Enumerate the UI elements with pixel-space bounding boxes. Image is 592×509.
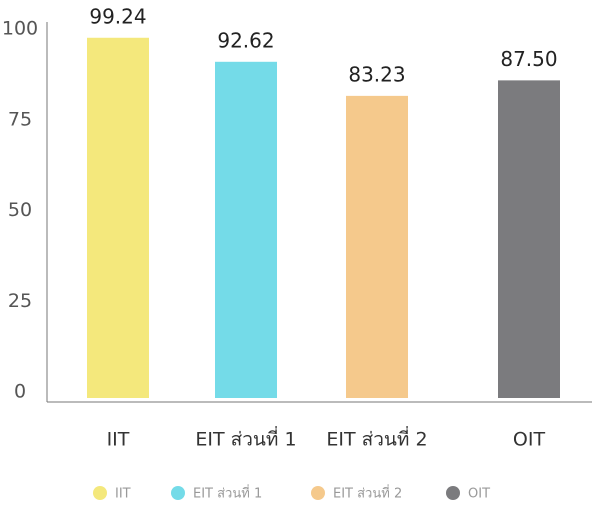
value-label: 99.24 — [89, 4, 146, 28]
x-tick-label: EIT ส่วนที่ 2 — [326, 426, 427, 451]
y-tick-label: 0 — [14, 381, 26, 403]
value-label: 87.50 — [500, 47, 557, 71]
legend-swatch — [171, 486, 185, 500]
legend-label: EIT ส่วนที่ 1 — [193, 485, 262, 502]
legend-swatch — [311, 486, 325, 500]
bar — [215, 61, 277, 398]
value-label: 92.62 — [217, 28, 274, 52]
legend-label: EIT ส่วนที่ 2 — [333, 485, 402, 502]
bar — [87, 37, 149, 399]
legend-swatch — [93, 486, 107, 500]
legend-label: OIT — [468, 487, 490, 502]
x-tick-label: IIT — [107, 429, 130, 451]
legend-swatch — [446, 486, 460, 500]
y-tick-label: 50 — [8, 199, 32, 221]
bar — [498, 80, 560, 398]
y-tick-label: 75 — [8, 108, 32, 130]
y-tick-label: 25 — [8, 290, 32, 312]
legend-label: IIT — [115, 487, 131, 502]
y-tick-label: 100 — [2, 18, 38, 40]
value-label: 83.23 — [348, 62, 405, 86]
x-tick-label: EIT ส่วนที่ 1 — [195, 426, 296, 451]
x-tick-label: OIT — [513, 429, 546, 451]
bar — [346, 95, 408, 399]
